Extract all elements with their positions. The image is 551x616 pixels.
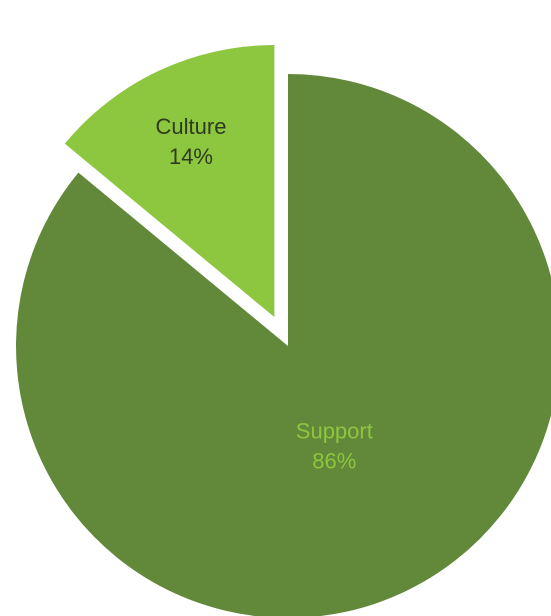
slice-label-culture: Culture 14% bbox=[156, 114, 227, 169]
slice-name-culture: Culture bbox=[156, 114, 227, 139]
slice-value-support: 86% bbox=[312, 448, 356, 473]
pie-slice-support bbox=[16, 74, 551, 616]
slice-value-culture: 14% bbox=[169, 144, 213, 169]
slice-name-support: Support bbox=[296, 418, 373, 443]
pie-slice-culture bbox=[64, 45, 275, 318]
labels-layer: Support 86% Culture 14% bbox=[156, 114, 373, 474]
slice-label-support: Support 86% bbox=[296, 418, 373, 473]
slices-layer bbox=[16, 45, 551, 616]
